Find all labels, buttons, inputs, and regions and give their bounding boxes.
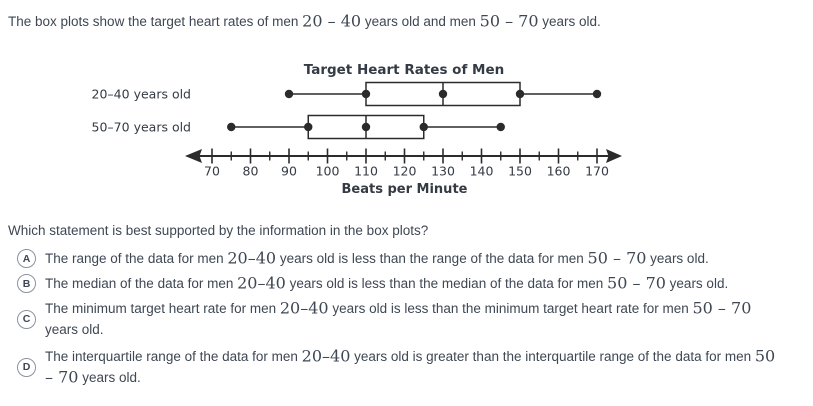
option-d[interactable]: D The interquartile range of the data fo… [17,346,786,388]
math-number: 50 – 70 [45,346,776,387]
option-b[interactable]: B The median of the data for men 20–40 y… [17,273,786,294]
x-axis-label: Beats per Minute [342,182,468,197]
option-c[interactable]: C The minimum target heart rate for men … [17,298,786,340]
data-point [227,122,236,132]
intro-text: The box plots show the target heart rate… [8,11,601,31]
tick-label: 170 [585,164,609,179]
tick-label: 120 [393,164,417,179]
data-point [515,89,525,99]
math-number: 20–40 [279,298,329,318]
data-point [361,89,371,99]
math-number: 20 – 40 [302,11,362,31]
tick-label: 80 [243,164,259,179]
option-b-radio[interactable]: B [17,274,36,293]
tick-label: 100 [316,164,340,179]
question-text: Which statement is best supported by the… [8,223,429,238]
chart-title: Target Heart Rates of Men [304,62,504,78]
boxplot-figure: Target Heart Rates of Men 20–40 years old… [88,56,628,206]
option-a-label: The range of the data for men 20–40 year… [45,248,709,268]
math-number: 20–40 [227,248,277,268]
option-c-label: The minimum target heart rate for men 20… [45,298,752,337]
data-point [304,122,313,132]
option-a[interactable]: A The range of the data for men 20–40 ye… [17,248,786,269]
data-point [592,89,602,99]
tick-label: 160 [547,164,571,179]
data-point [496,122,505,132]
math-number: 50 – 70 [587,248,647,268]
option-a-radio[interactable]: A [17,249,36,268]
data-point [361,122,371,132]
tick-label: 90 [281,164,297,179]
boxplot-svg: Target Heart Rates of Men 20–40 years old… [92,62,622,197]
math-number: 50 – 70 [479,11,539,31]
axis-arrow-right [606,149,622,163]
tick-label: 150 [508,164,532,179]
series-label: 50–70 years old [92,120,191,135]
tick-label: 70 [204,164,220,179]
data-point [419,122,428,132]
tick-label: 140 [470,164,494,179]
data-point [284,89,294,99]
tick-label: 130 [431,164,455,179]
tick-label: 110 [354,164,378,179]
option-d-radio[interactable]: D [17,357,36,377]
axis-arrow-left [185,149,202,163]
series-label: 20–40 years old [92,87,191,102]
math-number: 20–40 [237,273,286,293]
math-number: 20–40 [301,346,351,366]
data-point [438,89,448,99]
math-number: 50 – 70 [607,273,666,293]
option-b-label: The median of the data for men 20–40 yea… [45,273,729,293]
math-number: 50 – 70 [692,298,752,318]
option-d-label: The interquartile range of the data for … [45,346,776,387]
option-c-radio[interactable]: C [17,309,36,329]
